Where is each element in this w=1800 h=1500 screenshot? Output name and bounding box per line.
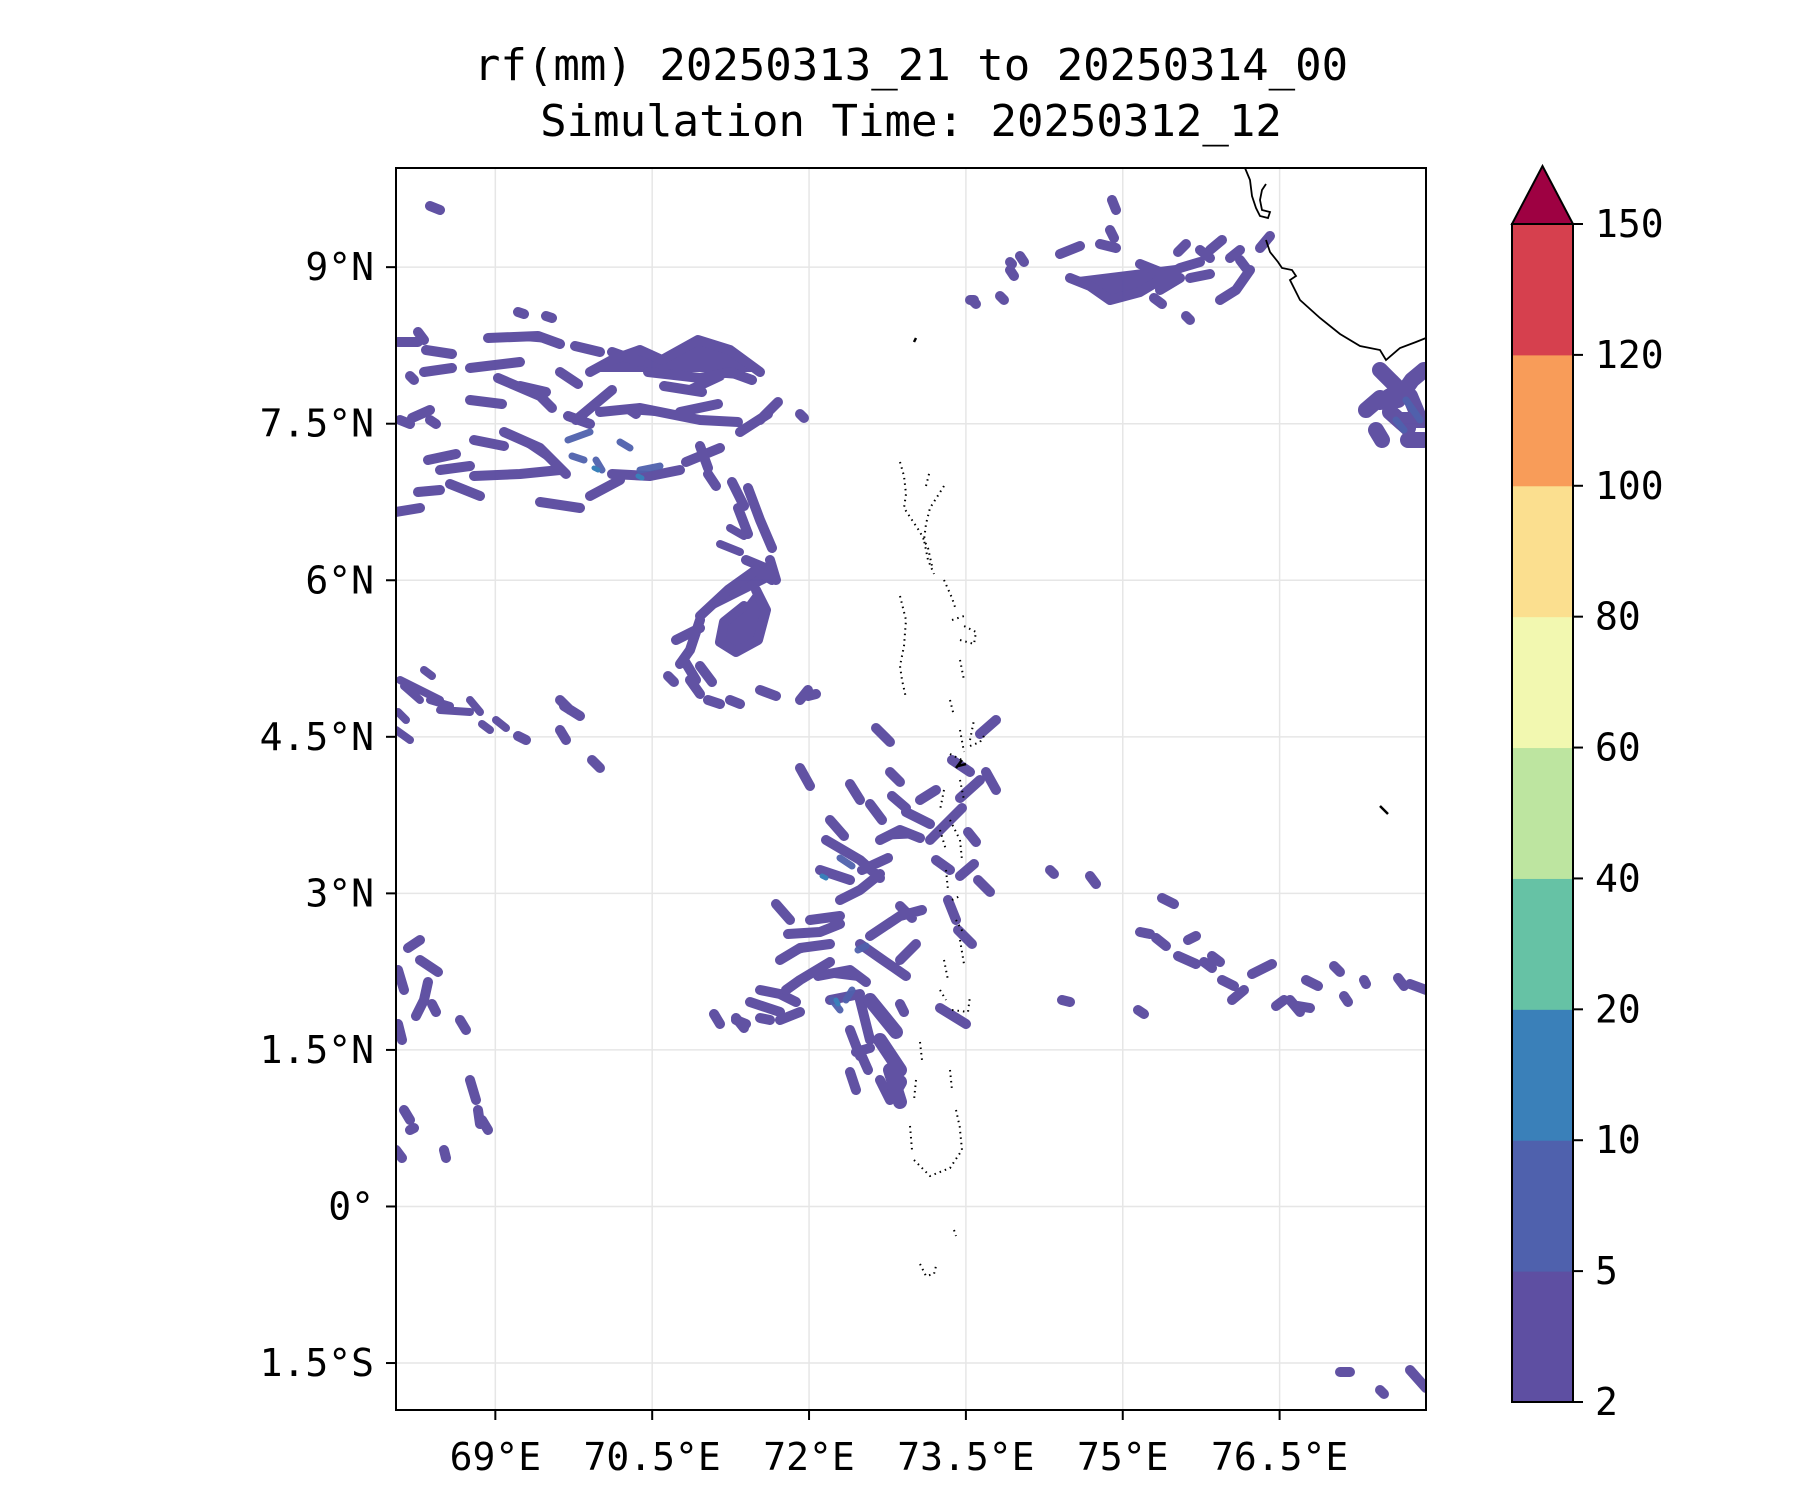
x-axis: 69°E 70.5°E 72°E 73.5°E 75°E 76.5°E	[450, 1410, 1348, 1479]
india-coastline	[1244, 168, 1426, 362]
title-line-2: Simulation Time: 20250312_12	[540, 96, 1282, 147]
x-tick-label: 76.5°E	[1211, 1435, 1348, 1479]
plot-frame	[395, 167, 1427, 1411]
y-axis: 9°N 7.5°N 6°N 4.5°N 3°N 1.5°N 0° 1.5°S	[260, 245, 396, 1385]
colorbar-tick-label: 40	[1595, 856, 1641, 900]
y-tick-label: 1.5°N	[260, 1028, 374, 1072]
y-tick-label: 4.5°N	[260, 715, 374, 759]
colorbar: 2 5 10 20 40 60 80 100 120 150	[1510, 163, 1664, 1424]
plot-background	[396, 168, 1426, 1410]
rain-2-5mm	[396, 195, 1426, 1399]
maldives-atolls	[898, 461, 985, 1278]
colorbar-segment	[1512, 1271, 1573, 1403]
colorbar-segment	[1512, 1009, 1573, 1141]
map-plot: 69°E 70.5°E 72°E 73.5°E 75°E 76.5°E 9°N 7.5°N 6…	[260, 167, 1427, 1479]
x-tick-label: 73.5°E	[897, 1435, 1034, 1479]
y-tick-label: 3°N	[305, 871, 374, 915]
colorbar-tick-label: 100	[1595, 464, 1664, 508]
title-line-1: rf(mm) 20250313_21 to 20250314_00	[473, 40, 1349, 91]
colorbar-segment	[1512, 747, 1573, 879]
coastline	[898, 168, 1426, 1278]
colorbar-tick-label: 2	[1595, 1380, 1618, 1424]
y-tick-label: 7.5°N	[260, 402, 374, 446]
rain-field	[396, 195, 1426, 1399]
y-tick-label: 1.5°S	[260, 1341, 374, 1385]
colorbar-segment	[1512, 1140, 1573, 1272]
colorbar-tick-label: 60	[1595, 726, 1641, 770]
colorbar-segment	[1512, 616, 1573, 749]
x-tick-label: 69°E	[450, 1435, 542, 1479]
y-tick-label: 0°	[328, 1184, 374, 1228]
colorbar-segments	[1512, 224, 1573, 1403]
colorbar-tick-label: 80	[1595, 595, 1641, 639]
colorbar-frame	[1511, 223, 1574, 1403]
colorbar-tick-label: 120	[1595, 333, 1664, 377]
colorbar-tick-label: 5	[1595, 1249, 1618, 1293]
colorbar-tick-label: 10	[1595, 1118, 1641, 1162]
colorbar-segment	[1512, 878, 1573, 1010]
x-tick-label: 75°E	[1077, 1435, 1169, 1479]
colorbar-extend-arrow	[1510, 163, 1575, 225]
y-tick-label: 9°N	[305, 245, 374, 289]
colorbar-ticks: 2 5 10 20 40 60 80 100 120 150	[1573, 202, 1664, 1424]
colorbar-segment	[1512, 354, 1573, 487]
rain-10-20mm	[591, 465, 841, 1007]
colorbar-segment	[1512, 485, 1573, 618]
x-tick-label: 70.5°E	[584, 1435, 721, 1479]
colorbar-tick-label: 150	[1595, 202, 1664, 246]
island-marks	[912, 337, 1389, 815]
colorbar-segment	[1512, 224, 1573, 356]
y-tick-label: 6°N	[305, 558, 374, 602]
x-tick-label: 72°E	[763, 1435, 855, 1479]
colorbar-tick-label: 20	[1595, 987, 1641, 1031]
